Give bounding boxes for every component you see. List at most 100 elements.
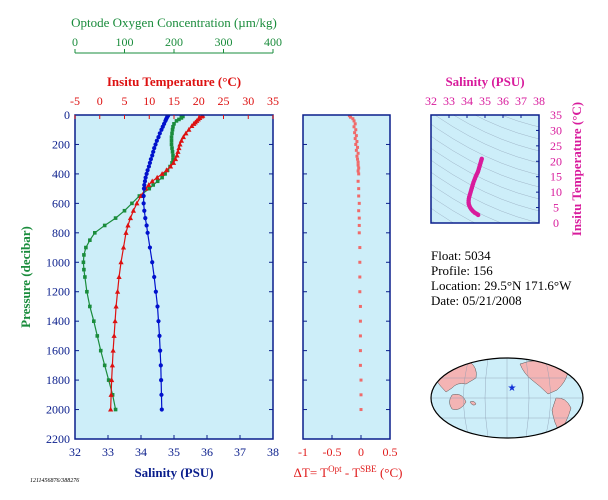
salinity-point bbox=[143, 175, 148, 180]
oxygen-axis-label: Optode Oxygen Concentration (µm/kg) bbox=[71, 15, 277, 30]
temperature-axis-label: Insitu Temperature (°C) bbox=[107, 74, 241, 89]
delta-t-point bbox=[357, 166, 361, 170]
pressure-tick-label: 2200 bbox=[46, 432, 70, 446]
delta-t-chart: -1 -0.5 0 0.5 ΔT= TOpt - TSBE (°C) bbox=[294, 114, 403, 480]
salinity-point bbox=[144, 171, 149, 177]
temperature-point bbox=[174, 152, 180, 158]
pressure-tick-label: 0 bbox=[64, 108, 70, 122]
salinity-point bbox=[155, 304, 160, 309]
ts-point bbox=[475, 212, 481, 218]
pressure-tick-label: 600 bbox=[52, 196, 70, 210]
temperature-point bbox=[108, 392, 114, 397]
salinity-point bbox=[153, 289, 158, 294]
salinity-point bbox=[159, 392, 164, 397]
oxygen-tick-label: 200 bbox=[165, 35, 183, 49]
ts-temperature-tick-label: 30 bbox=[550, 123, 562, 137]
footer-id: 1211456876/388276 bbox=[30, 477, 79, 484]
temperature-point bbox=[118, 259, 124, 265]
temperature-point bbox=[180, 134, 187, 140]
float-location-map: ★ bbox=[430, 357, 584, 439]
salinity-point bbox=[142, 179, 148, 184]
temperature-point bbox=[113, 303, 119, 309]
density-contour bbox=[500, 115, 539, 128]
oxygen-point bbox=[83, 275, 87, 279]
ts-temperature-tick-label: 20 bbox=[550, 154, 562, 168]
oxygen-tick-label: 400 bbox=[264, 35, 282, 49]
salinity-point bbox=[145, 230, 150, 235]
pressure-tick-label: 1000 bbox=[46, 255, 70, 269]
temperature-tick-label: 25 bbox=[218, 94, 230, 108]
delta-t-tick-label: 0 bbox=[358, 445, 364, 459]
salinity-point bbox=[158, 348, 163, 353]
salinity-tick-label: 33 bbox=[102, 445, 114, 459]
salinity-axis-label: Salinity (PSU) bbox=[134, 465, 213, 480]
delta-t-point bbox=[358, 290, 362, 294]
delta-t-point bbox=[355, 140, 359, 144]
delta-t-tick-label: -0.5 bbox=[323, 445, 342, 459]
density-contour bbox=[431, 147, 539, 200]
oxygen-point bbox=[122, 208, 127, 213]
delta-t-point bbox=[356, 145, 360, 149]
delta-t-point bbox=[356, 151, 360, 155]
delta-t-tick-label: 0.5 bbox=[383, 445, 398, 459]
temperature-tick-label: 5 bbox=[122, 94, 128, 108]
pressure-tick-label: 1800 bbox=[46, 373, 70, 387]
oxygen-point bbox=[170, 131, 174, 136]
delta-t-point bbox=[354, 142, 358, 146]
salinity-point bbox=[159, 377, 164, 383]
delta-t-plot-frame bbox=[302, 114, 391, 440]
south-america-landmass bbox=[551, 397, 572, 433]
salinity-point bbox=[156, 134, 161, 140]
delta-t-marks bbox=[347, 115, 363, 412]
oxygen-tick-label: 0 bbox=[72, 35, 78, 49]
temperature-point bbox=[125, 222, 131, 228]
salinity-point bbox=[157, 131, 162, 136]
temperature-point bbox=[189, 123, 195, 129]
temperature-point bbox=[149, 178, 155, 184]
salinity-point bbox=[157, 333, 162, 339]
salinity-point bbox=[150, 260, 155, 265]
salinity-point bbox=[153, 142, 158, 147]
ts-temperature-tick-label: 15 bbox=[550, 170, 562, 184]
oxygen-point bbox=[95, 334, 100, 338]
ts-salinity-tick-label: 38 bbox=[533, 94, 545, 108]
delta-t-point bbox=[355, 154, 359, 158]
oxygen-point bbox=[84, 245, 88, 250]
delta-t-point bbox=[359, 378, 363, 382]
density-contour bbox=[431, 183, 502, 223]
temperature-tick-label: 0 bbox=[97, 94, 103, 108]
delta-t-point bbox=[358, 260, 362, 264]
pressure-tick-label: 800 bbox=[52, 226, 70, 240]
temperature-tick-label: 30 bbox=[242, 94, 254, 108]
salinity-point bbox=[147, 160, 153, 165]
delta-t-axis-label: ΔT= TOpt - TSBE (°C) bbox=[294, 464, 403, 480]
delta-t-point bbox=[354, 148, 358, 152]
oxygen-point bbox=[88, 238, 92, 242]
oxygen-point bbox=[179, 116, 184, 120]
temperature-tick-label: 10 bbox=[143, 94, 155, 108]
pressure-tick-label: 400 bbox=[52, 167, 70, 181]
delta-t-point bbox=[358, 275, 362, 279]
delta-t-point bbox=[358, 349, 362, 353]
temperature-point bbox=[109, 377, 115, 383]
ts-temperature-tick-label: 10 bbox=[550, 185, 562, 199]
delta-t-point bbox=[354, 134, 358, 138]
oxygen-point bbox=[170, 146, 174, 150]
temperature-point bbox=[108, 406, 114, 412]
salinity-tick-label: 32 bbox=[69, 445, 81, 459]
pressure-tick-label: 1600 bbox=[46, 344, 70, 358]
salinity-point bbox=[144, 223, 149, 228]
delta-t-point bbox=[357, 209, 361, 213]
float-location-star-icon: ★ bbox=[508, 383, 517, 394]
temperature-point bbox=[170, 160, 177, 165]
pressure-axis-label: Pressure (decibar) bbox=[18, 226, 33, 328]
oxygen-point bbox=[170, 127, 175, 132]
oxygen-point bbox=[147, 186, 152, 191]
delta-t-point bbox=[357, 201, 361, 205]
delta-t-point bbox=[352, 125, 356, 129]
oxygen-point bbox=[169, 135, 174, 139]
oxygen-point bbox=[171, 157, 175, 161]
temperature-point bbox=[167, 163, 174, 169]
pressure-tick-label: 200 bbox=[52, 137, 70, 151]
oxygen-point bbox=[113, 407, 118, 412]
